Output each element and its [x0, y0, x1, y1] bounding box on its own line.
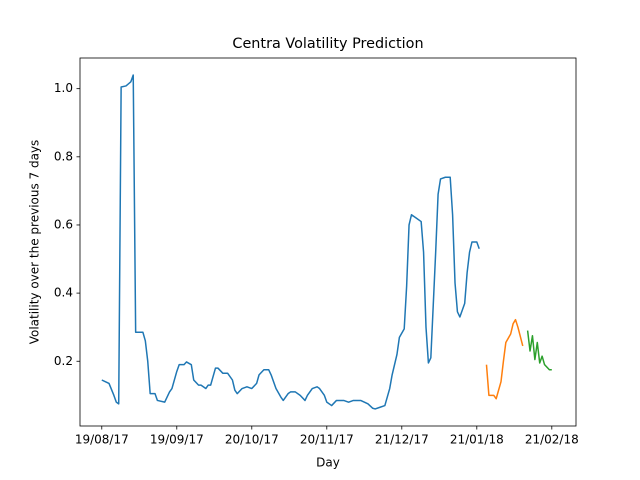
x-tick-label: 21/12/17 [375, 433, 429, 447]
series-line [485, 318, 524, 400]
x-axis-label: Day [316, 456, 340, 470]
series-line [101, 74, 480, 410]
chart-title: Centra Volatility Prediction [232, 36, 423, 52]
y-tick-label: 1.0 [54, 81, 73, 95]
x-tick-label: 19/09/17 [150, 433, 204, 447]
y-tick-label: 0.6 [54, 217, 73, 231]
plot-frame [79, 57, 577, 427]
y-tick-label: 0.4 [54, 286, 73, 300]
x-tick-label: 19/08/17 [75, 433, 129, 447]
x-tick-label: 21/02/18 [525, 433, 579, 447]
x-tick-label: 21/01/18 [450, 433, 504, 447]
x-tick-label: 20/10/17 [225, 433, 279, 447]
y-axis-label: Volatility over the previous 7 days [28, 140, 42, 345]
series-line [526, 330, 552, 371]
x-tick-label: 20/11/17 [300, 433, 354, 447]
y-tick-label: 0.2 [54, 354, 73, 368]
y-tick-label: 0.8 [54, 149, 73, 163]
